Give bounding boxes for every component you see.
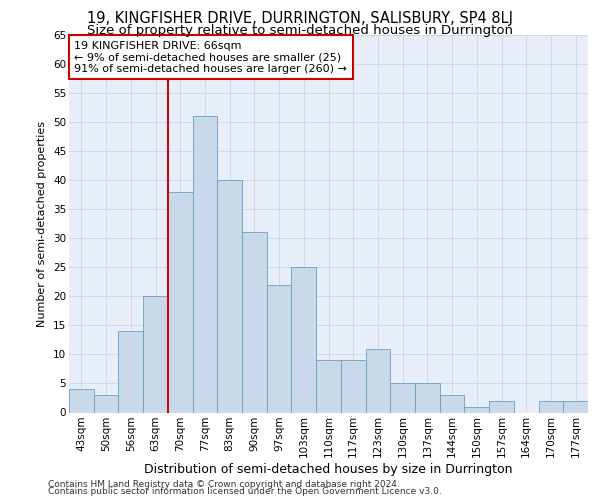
Bar: [143, 296, 168, 412]
Text: Contains HM Land Registry data © Crown copyright and database right 2024.: Contains HM Land Registry data © Crown c…: [48, 480, 400, 489]
Bar: [415, 384, 440, 412]
Bar: [539, 401, 563, 412]
Y-axis label: Number of semi-detached properties: Number of semi-detached properties: [37, 120, 47, 327]
Bar: [118, 331, 143, 412]
Bar: [292, 268, 316, 412]
Bar: [563, 401, 588, 412]
Text: Contains public sector information licensed under the Open Government Licence v3: Contains public sector information licen…: [48, 487, 442, 496]
X-axis label: Distribution of semi-detached houses by size in Durrington: Distribution of semi-detached houses by …: [144, 463, 513, 476]
Bar: [94, 395, 118, 412]
Bar: [193, 116, 217, 412]
Text: Size of property relative to semi-detached houses in Durrington: Size of property relative to semi-detach…: [87, 24, 513, 37]
Bar: [69, 390, 94, 412]
Bar: [242, 232, 267, 412]
Bar: [316, 360, 341, 412]
Bar: [168, 192, 193, 412]
Bar: [217, 180, 242, 412]
Bar: [267, 284, 292, 412]
Text: 19, KINGFISHER DRIVE, DURRINGTON, SALISBURY, SP4 8LJ: 19, KINGFISHER DRIVE, DURRINGTON, SALISB…: [87, 11, 513, 26]
Bar: [440, 395, 464, 412]
Bar: [341, 360, 365, 412]
Bar: [365, 348, 390, 412]
Text: 19 KINGFISHER DRIVE: 66sqm
← 9% of semi-detached houses are smaller (25)
91% of : 19 KINGFISHER DRIVE: 66sqm ← 9% of semi-…: [74, 40, 347, 74]
Bar: [390, 384, 415, 412]
Bar: [464, 406, 489, 412]
Bar: [489, 401, 514, 412]
